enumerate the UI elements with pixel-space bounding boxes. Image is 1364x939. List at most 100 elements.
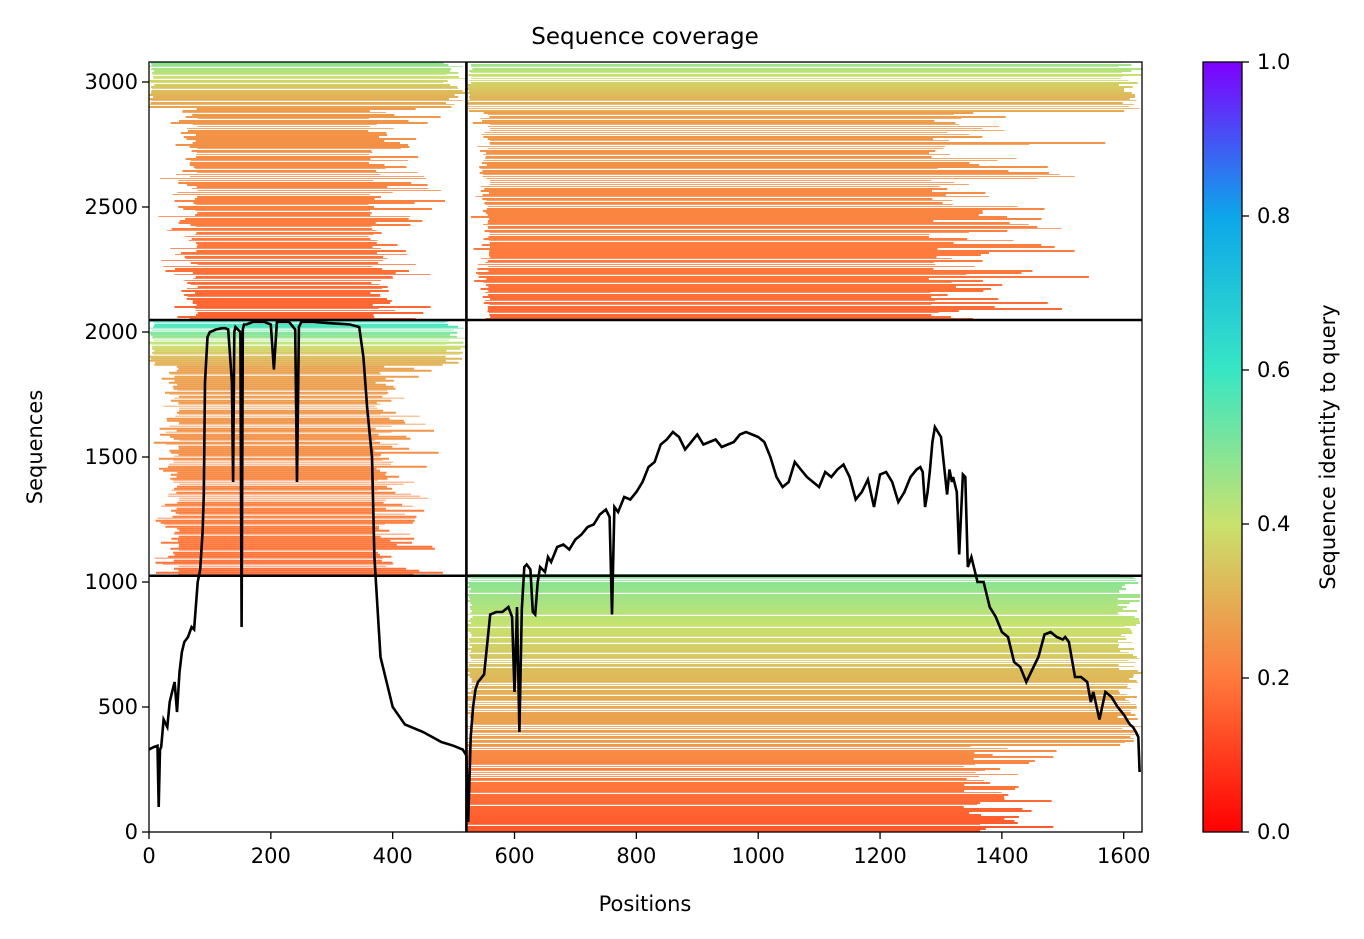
coverage-row-0 bbox=[190, 284, 380, 285]
coverage-row-1 bbox=[480, 150, 936, 152]
coverage-row-2 bbox=[178, 453, 382, 456]
coverage-row-3 bbox=[469, 672, 1142, 674]
coverage-row-1 bbox=[489, 218, 1042, 220]
coverage-row-3 bbox=[469, 644, 1119, 646]
coverage-row-0 bbox=[196, 250, 406, 252]
coverage-row-1 bbox=[482, 120, 935, 122]
coverage-row-0 bbox=[190, 262, 379, 264]
coverage-row-2 bbox=[170, 451, 439, 454]
coverage-row-2 bbox=[168, 555, 392, 558]
coverage-row-3 bbox=[471, 678, 1130, 680]
coverage-row-2 bbox=[150, 357, 463, 360]
coverage-row-2 bbox=[178, 395, 383, 398]
coverage-row-1 bbox=[489, 128, 983, 129]
coverage-row-0 bbox=[192, 302, 391, 304]
coverage-row-2 bbox=[176, 411, 396, 414]
coverage-row-0 bbox=[184, 236, 369, 237]
coverage-row-3 bbox=[470, 714, 1136, 716]
coverage-row-0 bbox=[196, 154, 370, 155]
colorbar-tick-label: 0.4 bbox=[1257, 512, 1290, 536]
coverage-row-1 bbox=[484, 132, 948, 133]
coverage-row-1 bbox=[489, 256, 937, 258]
y-tick-label: 2000 bbox=[85, 320, 138, 344]
coverage-row-0 bbox=[152, 72, 459, 74]
coverage-row-2 bbox=[170, 373, 382, 375]
coverage-row-0 bbox=[185, 218, 409, 220]
coverage-row-0 bbox=[197, 172, 418, 173]
coverage-row-3 bbox=[466, 810, 1032, 812]
coverage-row-2 bbox=[166, 417, 390, 420]
coverage-row-3 bbox=[466, 830, 981, 832]
coverage-row-3 bbox=[468, 664, 1119, 666]
coverage-row-0 bbox=[196, 186, 388, 188]
coverage-row-2 bbox=[174, 397, 405, 399]
coverage-row-1 bbox=[483, 238, 968, 240]
coverage-row-1 bbox=[467, 106, 1130, 107]
coverage-row-1 bbox=[489, 116, 1006, 118]
coverage-row-2 bbox=[179, 483, 404, 485]
coverage-row-3 bbox=[470, 608, 1123, 610]
coverage-row-0 bbox=[178, 182, 412, 184]
coverage-row-3 bbox=[468, 710, 1131, 711]
x-tick-label: 400 bbox=[373, 844, 413, 868]
coverage-row-0 bbox=[195, 168, 386, 169]
coverage-row-0 bbox=[172, 194, 370, 195]
coverage-row-0 bbox=[197, 286, 388, 288]
coverage-row-2 bbox=[173, 559, 382, 562]
coverage-row-2 bbox=[174, 531, 375, 534]
coverage-row-0 bbox=[195, 276, 393, 278]
coverage-row-0 bbox=[197, 196, 382, 198]
coverage-row-3 bbox=[468, 734, 1140, 735]
coverage-row-2 bbox=[153, 321, 446, 323]
coverage-row-1 bbox=[489, 142, 1106, 144]
coverage-row-3 bbox=[466, 786, 1019, 788]
coverage-row-2 bbox=[177, 471, 387, 474]
coverage-row-3 bbox=[466, 594, 1141, 596]
coverage-row-0 bbox=[158, 216, 411, 217]
coverage-row-1 bbox=[489, 304, 932, 305]
coverage-row-0 bbox=[154, 84, 451, 86]
coverage-row-2 bbox=[153, 353, 461, 355]
coverage-row-0 bbox=[197, 312, 424, 314]
coverage-row-1 bbox=[487, 308, 1062, 310]
coverage-row-0 bbox=[150, 82, 444, 83]
coverage-row-3 bbox=[469, 596, 1141, 598]
coverage-row-3 bbox=[466, 798, 1005, 800]
coverage-row-1 bbox=[481, 244, 1042, 246]
coverage-row-2 bbox=[158, 467, 377, 470]
coverage-row-0 bbox=[196, 152, 373, 153]
colorbar-tick-label: 0.0 bbox=[1257, 820, 1290, 844]
coverage-row-1 bbox=[470, 72, 1122, 73]
coverage-row-0 bbox=[153, 76, 459, 78]
coverage-row-3 bbox=[466, 698, 1126, 700]
coverage-row-3 bbox=[470, 656, 1137, 658]
coverage-row-1 bbox=[482, 210, 983, 212]
coverage-row-3 bbox=[469, 574, 1120, 575]
y-axis-label: Sequences bbox=[23, 390, 47, 505]
coverage-row-2 bbox=[178, 407, 378, 409]
coverage-row-0 bbox=[184, 256, 384, 258]
coverage-row-3 bbox=[469, 584, 1125, 586]
coverage-row-2 bbox=[178, 403, 381, 405]
coverage-row-2 bbox=[159, 427, 376, 430]
coverage-row-3 bbox=[468, 620, 1140, 622]
coverage-row-3 bbox=[466, 668, 1120, 670]
coverage-row-0 bbox=[174, 268, 383, 270]
coverage-line bbox=[149, 320, 1141, 823]
coverage-row-2 bbox=[151, 329, 454, 331]
coverage-row-1 bbox=[468, 86, 1133, 88]
coverage-row-2 bbox=[149, 341, 464, 344]
coverage-row-2 bbox=[149, 331, 458, 334]
coverage-row-2 bbox=[160, 433, 379, 436]
coverage-row-2 bbox=[152, 345, 466, 348]
coverage-row-2 bbox=[155, 571, 443, 574]
coverage-row-1 bbox=[489, 124, 960, 125]
colorbar-tick-label: 0.8 bbox=[1257, 204, 1290, 228]
coverage-row-3 bbox=[471, 622, 1141, 624]
coverage-row-0 bbox=[153, 96, 459, 98]
coverage-row-3 bbox=[471, 660, 1129, 661]
coverage-row-0 bbox=[180, 132, 387, 134]
coverage-row-2 bbox=[165, 525, 380, 528]
coverage-row-1 bbox=[487, 310, 959, 312]
